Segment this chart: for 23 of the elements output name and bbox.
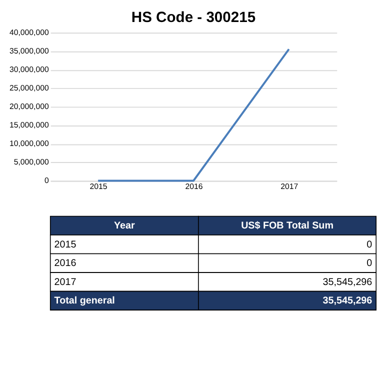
text: 2016 bbox=[54, 258, 77, 270]
y-tick-label: 15,000,000 bbox=[9, 120, 50, 130]
y-tick-label: 35,000,000 bbox=[9, 46, 50, 56]
text: 2015 bbox=[54, 239, 77, 250]
text: 35,545,296 bbox=[322, 296, 373, 307]
y-tick-label: 25,000,000 bbox=[9, 84, 50, 93]
chart-title: HS Code - 300215 bbox=[131, 10, 256, 26]
y-tick-label: 40,000,000 bbox=[9, 28, 50, 38]
text: Year bbox=[114, 220, 135, 232]
y-tick-label: 5,000,000 bbox=[14, 158, 50, 167]
text: Total general bbox=[54, 296, 116, 307]
x-tick-label: 2016 bbox=[185, 182, 204, 192]
y-tick-label: 30,000,000 bbox=[9, 65, 50, 74]
y-tick-label: 0 bbox=[44, 176, 50, 186]
text: 0 bbox=[366, 239, 373, 250]
x-tick-label: 2015 bbox=[90, 182, 108, 192]
x-tick-label: 2017 bbox=[280, 182, 298, 192]
text: 0 bbox=[366, 258, 373, 270]
text: 35,545,296 bbox=[322, 276, 373, 288]
text: 2017 bbox=[54, 276, 76, 288]
y-tick-label: 10,000,000 bbox=[9, 139, 50, 148]
text: US$ FOB Total Sum bbox=[241, 220, 334, 232]
y-tick-label: 20,000,000 bbox=[9, 102, 50, 112]
